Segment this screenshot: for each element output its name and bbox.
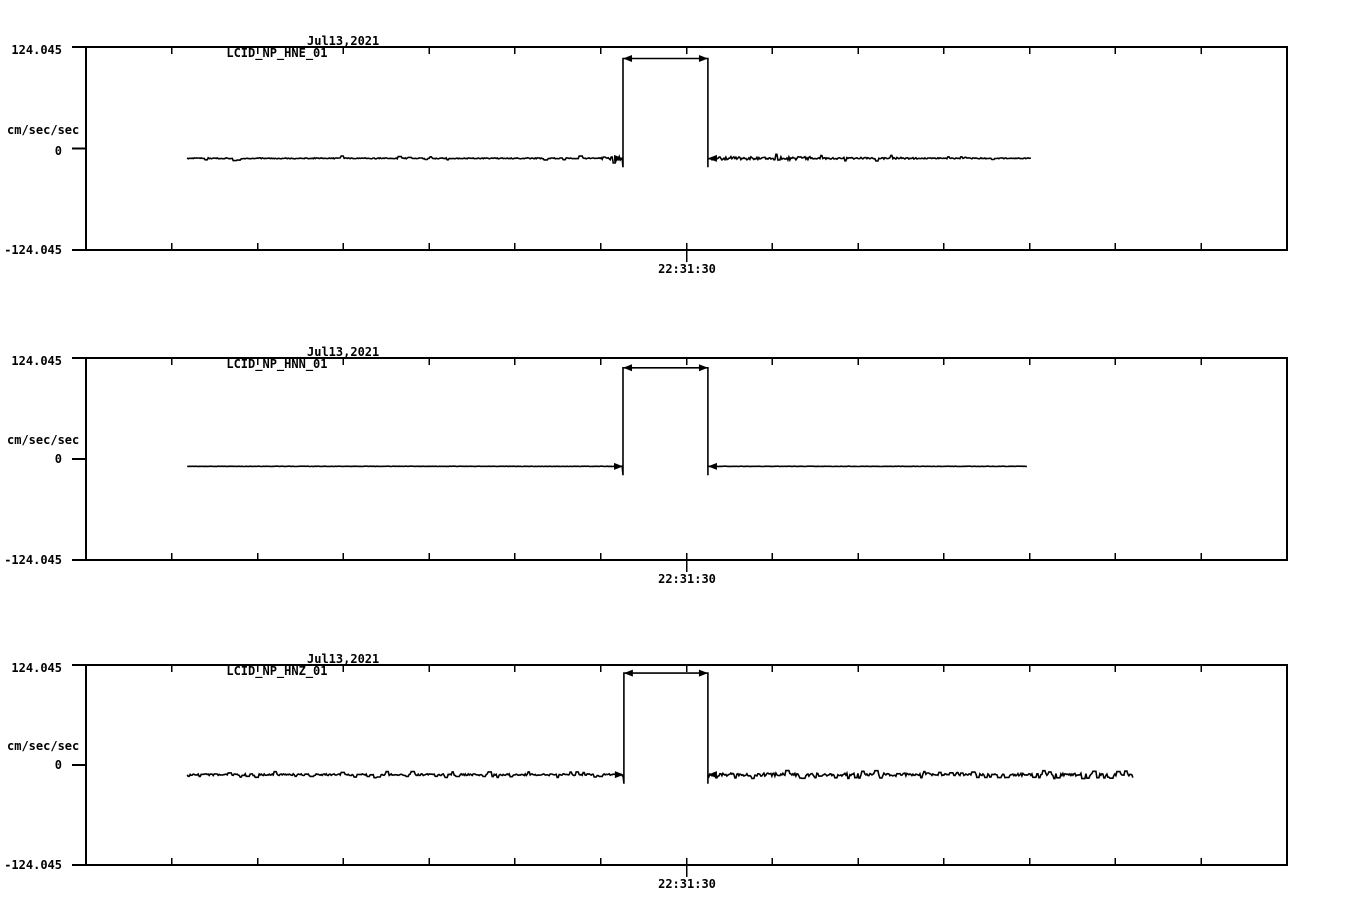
y-tick-label-zero: 0: [54, 758, 62, 772]
y-tick-label-zero: 0: [54, 144, 62, 158]
y-tick-label-max: 124.045: [11, 43, 62, 57]
y-tick-label-min: -124.045: [4, 858, 62, 872]
clip-arrowhead: [623, 54, 633, 62]
station-channel-label: LCID_NP_HNE_01: [226, 46, 328, 60]
y-tick-label-min: -124.045: [4, 553, 62, 567]
y-tick-label-min: -124.045: [4, 243, 62, 257]
time-tick-label: 22:31:30: [658, 877, 716, 891]
station-channel-label: LCID_NP_HNZ_01: [226, 664, 328, 678]
date-label: Jul13,2021: [307, 652, 380, 666]
clip-arrowhead: [623, 669, 633, 677]
y-tick-label-max: 124.045: [11, 354, 62, 368]
time-tick-label: 22:31:30: [658, 572, 716, 586]
chart-title-hnn: LCID_NP_HNN_01 Jul13,2021: [183, 346, 379, 394]
date-label: Jul13,2021: [307, 34, 380, 48]
clip-arrowhead: [698, 54, 708, 62]
clip-arrowhead: [707, 462, 717, 470]
y-tick-label-max: 124.045: [11, 661, 62, 675]
clip-arrowhead: [707, 154, 717, 162]
waveform-trace-lcid_np_hnn_01: [187, 367, 1027, 476]
clip-arrowhead: [698, 364, 708, 372]
waveform-trace-lcid_np_hnz_01: [186, 672, 1134, 784]
time-tick-label: 22:31:30: [658, 262, 716, 276]
clip-arrowhead: [698, 669, 708, 677]
clip-arrowhead: [614, 771, 624, 779]
clip-arrowhead: [614, 154, 624, 162]
station-channel-label: LCID_NP_HNN_01: [226, 357, 328, 371]
waveform-trace-lcid_np_hne_01: [186, 57, 1031, 168]
clip-arrowhead: [623, 364, 633, 372]
clip-arrowhead: [614, 462, 624, 470]
chart-title-hne: LCID_NP_HNE_01 Jul13,2021: [183, 35, 379, 83]
y-axis-units-label: cm/sec/sec: [7, 739, 80, 753]
y-axis-units-label: cm/sec/sec: [7, 433, 80, 447]
chart-title-hnz: LCID_NP_HNZ_01 Jul13,2021: [183, 653, 379, 701]
y-tick-label-zero: 0: [54, 452, 62, 466]
y-axis-units-label: cm/sec/sec: [7, 123, 80, 137]
date-label: Jul13,2021: [307, 345, 380, 359]
clip-arrowhead: [707, 771, 717, 779]
